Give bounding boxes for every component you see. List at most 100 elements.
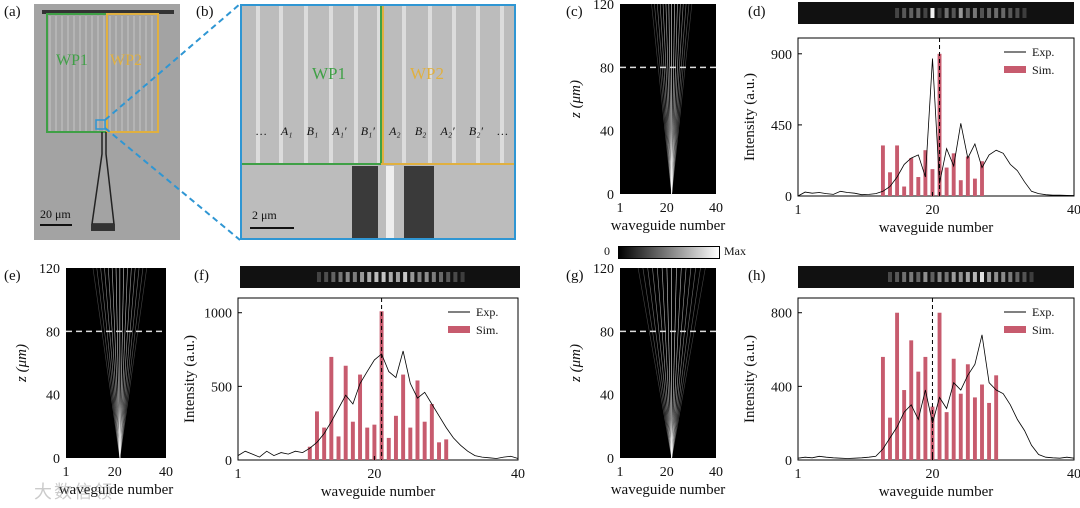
plot-h-frame [797,297,1075,461]
heatmap-c-beam [671,3,684,195]
heatmap-c-beam [665,3,672,195]
waveguide-label: … [256,124,267,138]
ccd-spot-d [972,8,977,18]
heatmap-g-beam [671,267,706,459]
ccd-spot-h [1008,272,1013,282]
ccd-spot-h [987,272,992,282]
plot-f-ytick: 0 [225,454,232,469]
plot-d-xtick: 1 [795,203,802,218]
plot-h-sim-bar [880,356,885,460]
plot-d-ylabel: Intensity (a.u.) [742,73,758,161]
ccd-spot-f [424,272,429,282]
ccd-spot-h [972,272,977,282]
colorbar-max-label: Max [724,244,746,258]
heatmap-g-xtick: 40 [709,465,723,480]
plot-f-ytick: 500 [211,380,232,395]
plot-h-sim-bar [930,406,935,460]
plot-h-sim-bar [951,358,956,460]
wp2-label-a: WP2 [110,52,142,69]
grating-texture [49,16,153,132]
heatmap-g-beam [637,267,672,459]
ccd-spot-d [951,8,956,18]
waveguide-label: A₁ [280,124,293,138]
ccd-spot-d [965,8,970,18]
ccd-spot-h [937,272,942,282]
plot-d-xlabel: waveguide number [879,220,994,236]
heatmap-c-beam [671,3,678,195]
ccd-spot-f [439,272,444,282]
plot-f-legend-exp-label: Exp. [476,305,498,319]
heatmap-g-beam [671,267,682,459]
heatmap-c-xtick: 20 [660,201,674,216]
heatmap-c-beam [671,3,687,195]
plot-d-sim-bar [923,150,928,196]
ccd-strip-f [240,266,520,288]
ccd-spot-f [352,272,357,282]
plot-f-xlabel: waveguide number [321,484,436,500]
heatmap-e-beam [108,267,121,459]
wp1-label-a: WP1 [56,52,88,69]
panel-label-e: (e) [4,268,21,284]
plot-f-sim-bar [415,380,420,460]
plot-h-xtick: 1 [795,467,802,482]
ccd-spot-d [1022,8,1027,18]
panel-label-c: (c) [566,4,583,20]
panel-label-g: (g) [566,268,584,284]
heatmap-c-ytick: 40 [600,125,614,140]
heatmap-e-beam [119,267,128,459]
ccd-strip-h [798,266,1074,288]
heatmap-c-ytick: 80 [600,61,614,76]
heatmap-c-xtick: 1 [617,201,624,216]
plot-d-legend-sim-label: Sim. [1032,63,1054,77]
heatmap-c-beam [671,3,693,195]
heatmap-g-ytick: 0 [607,452,614,467]
heatmap-e-beam [111,267,121,459]
heatmap-e-beam [119,267,132,459]
heatmap-e-beam [119,267,136,459]
plot-h-xtick: 20 [925,467,939,482]
colorbar: 0 Max [604,244,774,260]
heatmap-c-beam [668,3,672,195]
plot-f-sim-bar [365,427,370,460]
waveguide-label: B₁ [306,124,319,138]
plot-d-sim-bar [930,169,935,196]
plot-h-sim-bar [888,417,892,460]
heatmap-g-beam [656,267,672,459]
ccd-spot-d [930,8,935,18]
ccd-spot-h [909,272,914,282]
ccd-spot-f [446,272,451,282]
plot-f-frame [237,297,519,461]
heatmap-g-beam [671,267,692,459]
waveguide-label: A₂′ [440,124,455,138]
ccd-spot-d [980,8,984,18]
ccd-spot-f [453,272,458,282]
ccd-spot-d [937,8,942,18]
zoom-region-box [95,119,106,130]
heatmap-g-background [620,268,716,458]
heatmap-g-beam [671,267,677,459]
heatmap-e-ytick: 80 [46,325,60,340]
heatmap-g-ylabel: z (μm) [568,344,584,383]
ccd-spot-d [916,8,921,18]
scale-bar-label-a: 20 μm [40,207,71,221]
waveguide-label: B₂ [414,124,427,138]
plot-h-sim-bar [994,375,999,460]
plot-h-sim-bar [895,312,900,460]
heatmap-e-xtick: 40 [159,465,173,480]
plot-f-sim-bar [372,424,377,460]
plot-h-sim-bar [944,412,949,460]
ccd-spot-h [994,272,999,282]
heatmap-e-beam [119,267,124,459]
ccd-spot-d [994,8,999,18]
ccd-spot-f [345,272,350,282]
ccd-spot-f [381,272,386,282]
plot-h-xlabel: waveguide number [879,484,994,500]
heatmap-e-beam [119,267,148,459]
ccd-spot-d [987,8,992,18]
ccd-spot-f [431,272,436,282]
plot-f-ytick: 1000 [204,307,232,322]
plot-h-xtick: 40 [1067,467,1080,482]
ccd-spot-h [951,272,956,282]
ccd-spot-d [1015,8,1020,18]
plot-f-xtick: 40 [511,467,525,482]
